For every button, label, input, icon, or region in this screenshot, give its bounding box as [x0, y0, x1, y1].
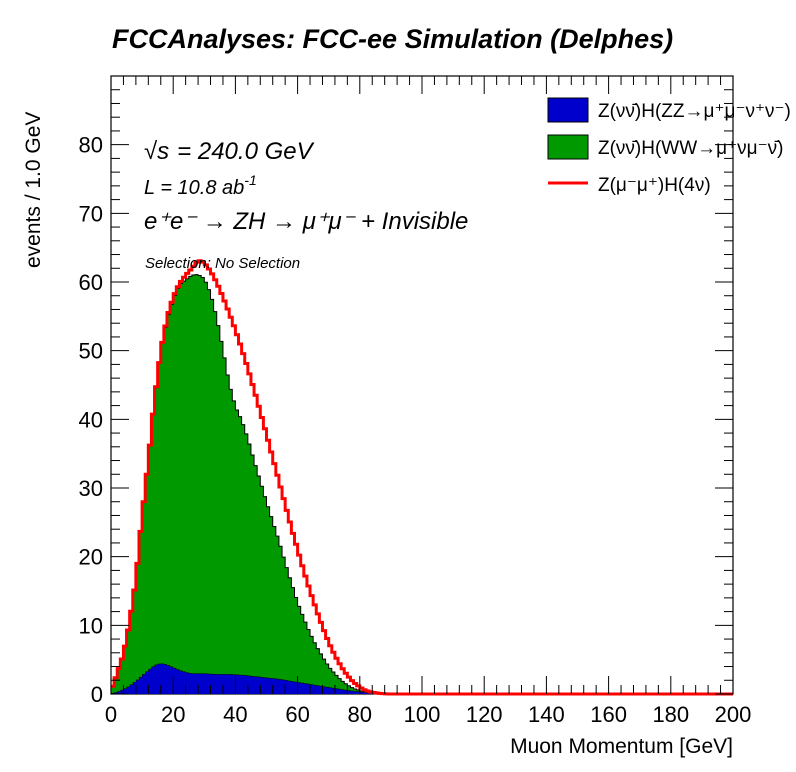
sqrt-s-value: = 240.0 GeV: [177, 138, 314, 165]
y-tick-label: 60: [79, 270, 103, 295]
y-tick-label: 50: [79, 339, 103, 364]
x-tick-label: 160: [590, 702, 627, 727]
luminosity-annotation: L = 10.8 ab-1: [144, 172, 257, 199]
x-tick-label: 60: [285, 702, 309, 727]
process-annotation: e⁺e⁻ → ZH → μ⁺μ⁻ + Invisible: [144, 208, 468, 235]
legend-label-zz: Z(νν̄)H(ZZ→μ⁺μ⁻ν⁺ν⁻): [598, 101, 791, 122]
legend-label-ww: Z(νν̄)H(WW→μ⁺νμ⁻ν̄): [598, 138, 783, 159]
x-tick-label: 100: [404, 702, 441, 727]
sqrt-s-annotation: √s = 240.0 GeV: [144, 138, 315, 165]
y-tick-label: 40: [79, 407, 103, 432]
x-tick-label: 140: [528, 702, 565, 727]
stack-fill-1: [111, 274, 733, 694]
y-tick-label: 20: [79, 545, 103, 570]
legend-swatch-zz: [547, 97, 589, 123]
legend-swatch-ww: [547, 134, 589, 160]
x-tick-label: 0: [105, 702, 117, 727]
y-axis-label: events / 1.0 GeV: [22, 112, 45, 268]
x-tick-label: 20: [161, 702, 185, 727]
x-tick-label: 80: [348, 702, 372, 727]
luminosity-exponent: -1: [244, 172, 256, 188]
chart-title: FCCAnalyses: FCC-ee Simulation (Delphes): [112, 24, 673, 54]
x-tick-label: 200: [715, 702, 752, 727]
y-tick-label: 70: [79, 201, 103, 226]
signal-line-0: [111, 259, 733, 696]
y-tick-label: 10: [79, 613, 103, 638]
y-tick-label: 0: [91, 682, 103, 707]
legend: Z(νν̄)H(ZZ→μ⁺μ⁻ν⁺ν⁻) Z(νν̄)H(WW→μ⁺νμ⁻ν̄)…: [547, 97, 791, 196]
y-tick-label: 30: [79, 476, 103, 501]
legend-label-signal: Z(μ⁻μ⁺)H(4ν): [598, 175, 711, 196]
x-tick-label: 120: [466, 702, 503, 727]
x-tick-label: 40: [223, 702, 247, 727]
x-tick-label: 180: [652, 702, 689, 727]
sqrt-s-symbol: √s: [144, 138, 169, 165]
stack-fill-0: [111, 663, 733, 694]
luminosity-label: L = 10.8 ab: [144, 177, 244, 199]
selection-annotation: Selection: No Selection: [145, 255, 300, 272]
x-axis-label: Muon Momentum [GeV]: [510, 735, 733, 758]
y-tick-label: 80: [79, 133, 103, 158]
